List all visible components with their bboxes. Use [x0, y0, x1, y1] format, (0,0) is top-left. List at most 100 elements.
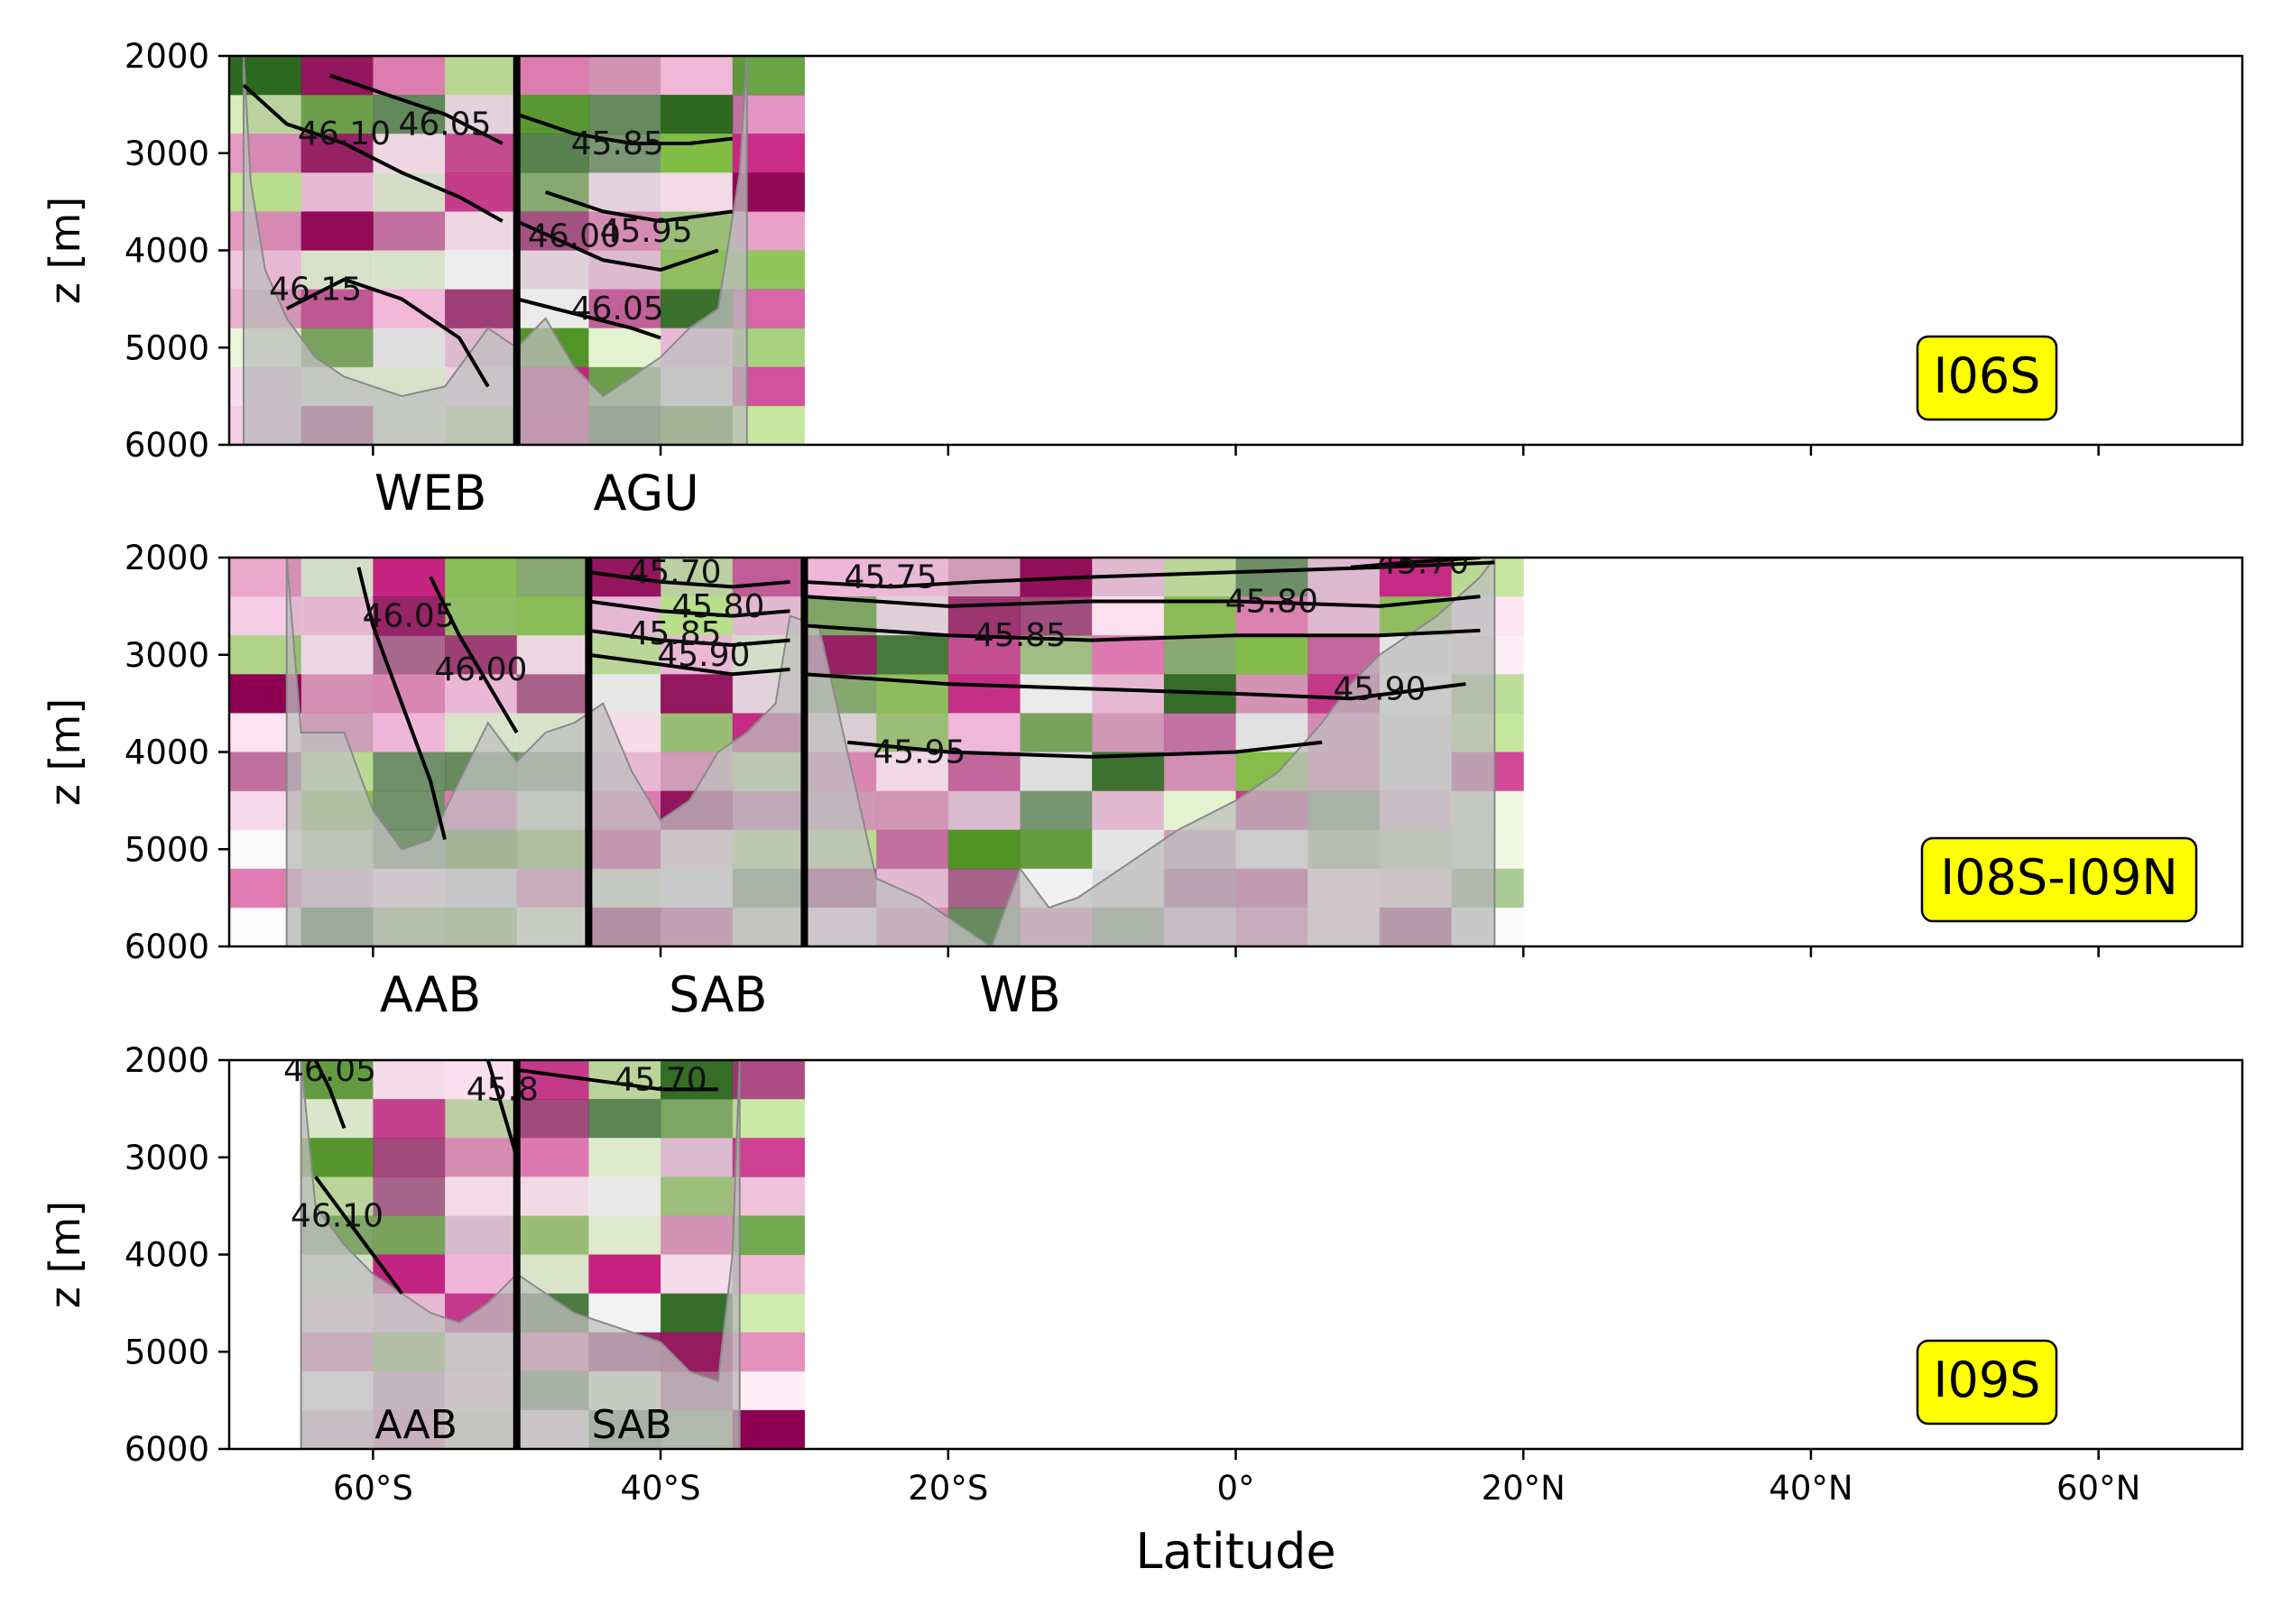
anomaly-cell	[373, 596, 446, 636]
anomaly-cell	[373, 211, 446, 251]
basin-label: SAB	[669, 966, 767, 1023]
anomaly-cell	[588, 95, 661, 134]
anomaly-cell	[445, 558, 518, 597]
anomaly-cell	[516, 674, 589, 714]
y-tick-label: 4000	[125, 1236, 209, 1275]
anomaly-cell	[1235, 558, 1308, 597]
anomaly-cell	[661, 172, 734, 212]
x-tick-label: 0°	[1216, 1469, 1254, 1508]
anomaly-cell	[947, 635, 1021, 675]
anomaly-cell	[445, 250, 518, 291]
panel-i09s: 45.70 46.10 46.05 45.8 2000 3000 4000 5000 6000 6…	[41, 1041, 2244, 1508]
anomaly-cell	[732, 1176, 805, 1216]
anomaly-cell	[588, 1215, 661, 1255]
anomaly-cell	[804, 558, 877, 597]
anomaly-cell	[516, 211, 589, 251]
contour-label: 45.90	[1333, 670, 1426, 707]
anomaly-cell	[445, 1176, 518, 1216]
badge-label: I08S-I09N	[1940, 849, 2177, 906]
anomaly-cell	[1163, 713, 1236, 752]
contour-label: 45.95	[873, 734, 966, 771]
anomaly-cell	[661, 674, 734, 714]
x-tick-label: 20°S	[908, 1469, 988, 1508]
contour-line	[356, 567, 447, 840]
anomaly-cell	[947, 752, 1021, 792]
anomaly-cell	[445, 134, 518, 173]
anomaly-cell	[876, 790, 949, 831]
anomaly-cell	[516, 558, 589, 597]
contour-line	[588, 599, 790, 618]
anomaly-cell	[516, 635, 589, 675]
y-tick-label: 5000	[125, 830, 209, 869]
anomaly-cell	[1163, 558, 1236, 597]
contour-line	[285, 277, 490, 388]
anomaly-cell	[229, 56, 302, 96]
contour-label: 45.80	[1225, 583, 1318, 620]
contour-label: 45.70	[628, 554, 721, 591]
anomaly-cell	[732, 1332, 805, 1372]
y-tick-label: 5000	[125, 1333, 209, 1371]
contour-line	[804, 623, 1481, 642]
anomaly-cell	[300, 596, 374, 636]
anomaly-cell	[445, 95, 518, 134]
y-tick-label: 2000	[125, 1041, 209, 1080]
y-tick-label: 5000	[125, 328, 209, 367]
badge-label: I06S	[1934, 347, 2041, 404]
anomaly-cell	[373, 1099, 446, 1139]
contour-line	[544, 189, 734, 224]
anomaly-cell	[661, 558, 734, 597]
anomaly-cell	[732, 558, 805, 597]
anomaly-cell	[373, 172, 446, 212]
contour-label: 45.75	[845, 559, 938, 596]
anomaly-cell	[229, 95, 302, 134]
anomaly-cell	[732, 1138, 805, 1177]
anomaly-cell	[229, 134, 302, 173]
contour-line	[313, 1060, 346, 1130]
contour-line	[804, 560, 1495, 589]
anomaly-cell	[661, 1099, 734, 1139]
anomaly-cell	[661, 95, 734, 134]
anomaly-cell	[1092, 674, 1165, 714]
panel-i06s: 46.10 46.0546.1545.8546.0045.9546.0520003…	[41, 37, 2244, 521]
anomaly-cell	[1020, 752, 1093, 792]
contour-line	[516, 297, 661, 340]
anomaly-cell	[373, 752, 446, 792]
y-tick-label: 6000	[125, 1430, 209, 1469]
anomaly-cell	[732, 1370, 805, 1411]
anomaly-cell	[732, 1099, 805, 1139]
anomaly-cell	[300, 56, 374, 96]
anomaly-cell	[661, 1215, 734, 1255]
anomaly-cell	[661, 1060, 734, 1100]
anomaly-cell	[445, 1060, 518, 1100]
contour-label: 46.05	[571, 291, 664, 328]
anomaly-cell	[661, 1254, 734, 1295]
anomaly-cell	[300, 172, 374, 212]
anomaly-cell	[300, 674, 374, 714]
anomaly-cell	[373, 134, 446, 173]
anomaly-cell	[373, 674, 446, 714]
contour-line	[588, 652, 790, 677]
anomaly-cell	[516, 1138, 589, 1177]
anomaly-cell	[732, 1254, 805, 1295]
y-tick-label: 6000	[125, 927, 209, 966]
y-tick-label: 2000	[125, 539, 209, 577]
contour-label: 46.10	[291, 1197, 383, 1234]
anomaly-cell	[732, 1060, 805, 1100]
anomaly-cell	[588, 1254, 661, 1295]
anomaly-cell	[588, 1099, 661, 1139]
badge-box	[1916, 335, 2058, 421]
x-tick-label: 60°S	[333, 1469, 413, 1508]
y-tick-label: 6000	[125, 426, 209, 465]
contour-line	[804, 595, 1481, 608]
contour-line	[804, 672, 1466, 701]
anomaly-cell	[947, 829, 1021, 870]
anomaly-cell	[661, 1138, 734, 1177]
contour-line	[847, 740, 1323, 759]
anomaly-cell	[373, 250, 446, 291]
anomaly-cell	[445, 211, 518, 251]
badge-box	[1920, 836, 2198, 923]
contour-line	[328, 73, 504, 145]
anomaly-cell	[1020, 829, 1093, 870]
contour-line	[516, 112, 733, 145]
